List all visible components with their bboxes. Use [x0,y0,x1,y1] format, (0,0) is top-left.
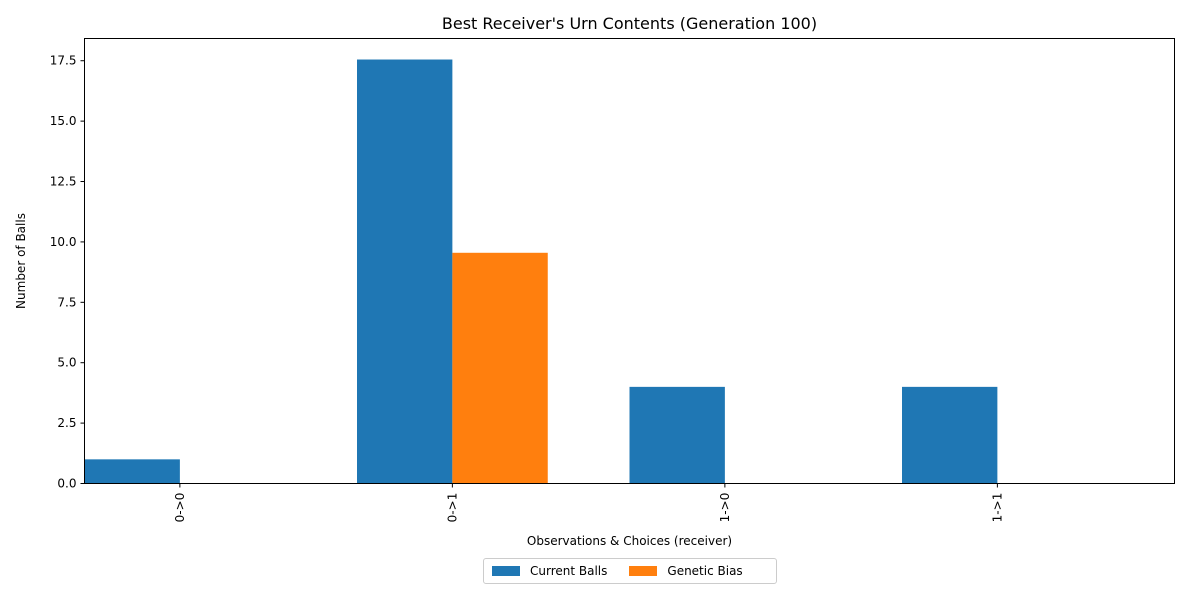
legend-item-genetic-bias: Genetic Bias [629,564,743,578]
y-tick-label: 2.5 [57,416,76,430]
bars-group [84,59,998,484]
plot-frame [84,38,1175,484]
bar-genetic-bias-1 [452,252,548,484]
bar-current-balls-3 [902,386,998,484]
legend-label-genetic-bias: Genetic Bias [667,564,743,578]
y-tick-label: 5.0 [57,356,76,370]
y-tick-label: 15.0 [50,114,77,128]
legend-swatch-current-balls [492,566,520,576]
legend-label-current-balls: Current Balls [530,564,608,578]
bar-current-balls-0 [84,459,180,484]
x-tick-label: 1->0 [718,493,732,523]
x-tick-label: 0->1 [445,493,459,523]
chart-title: Best Receiver's Urn Contents (Generation… [442,14,817,33]
x-tick-label: 1->1 [990,493,1004,523]
y-axis-label: Number of Balls [14,213,28,309]
bar-current-balls-2 [629,386,725,484]
legend: Current Balls Genetic Bias [483,558,777,584]
y-axis: 0.0 2.5 5.0 7.5 10.0 12.5 15.0 17.5 [50,54,85,491]
legend-swatch-genetic-bias [629,566,658,576]
y-tick-label: 12.5 [50,175,77,189]
x-tick-label: 0->0 [173,493,187,523]
bar-current-balls-1 [357,59,453,484]
x-axis-label: Observations & Choices (receiver) [527,534,732,548]
y-tick-label: 7.5 [57,295,76,309]
y-tick-label: 10.0 [50,235,77,249]
y-tick-label: 0.0 [57,477,76,491]
x-axis: 0->0 0->1 1->0 1->1 [173,483,1004,523]
y-tick-label: 17.5 [50,54,77,68]
legend-item-current-balls: Current Balls [492,564,607,578]
